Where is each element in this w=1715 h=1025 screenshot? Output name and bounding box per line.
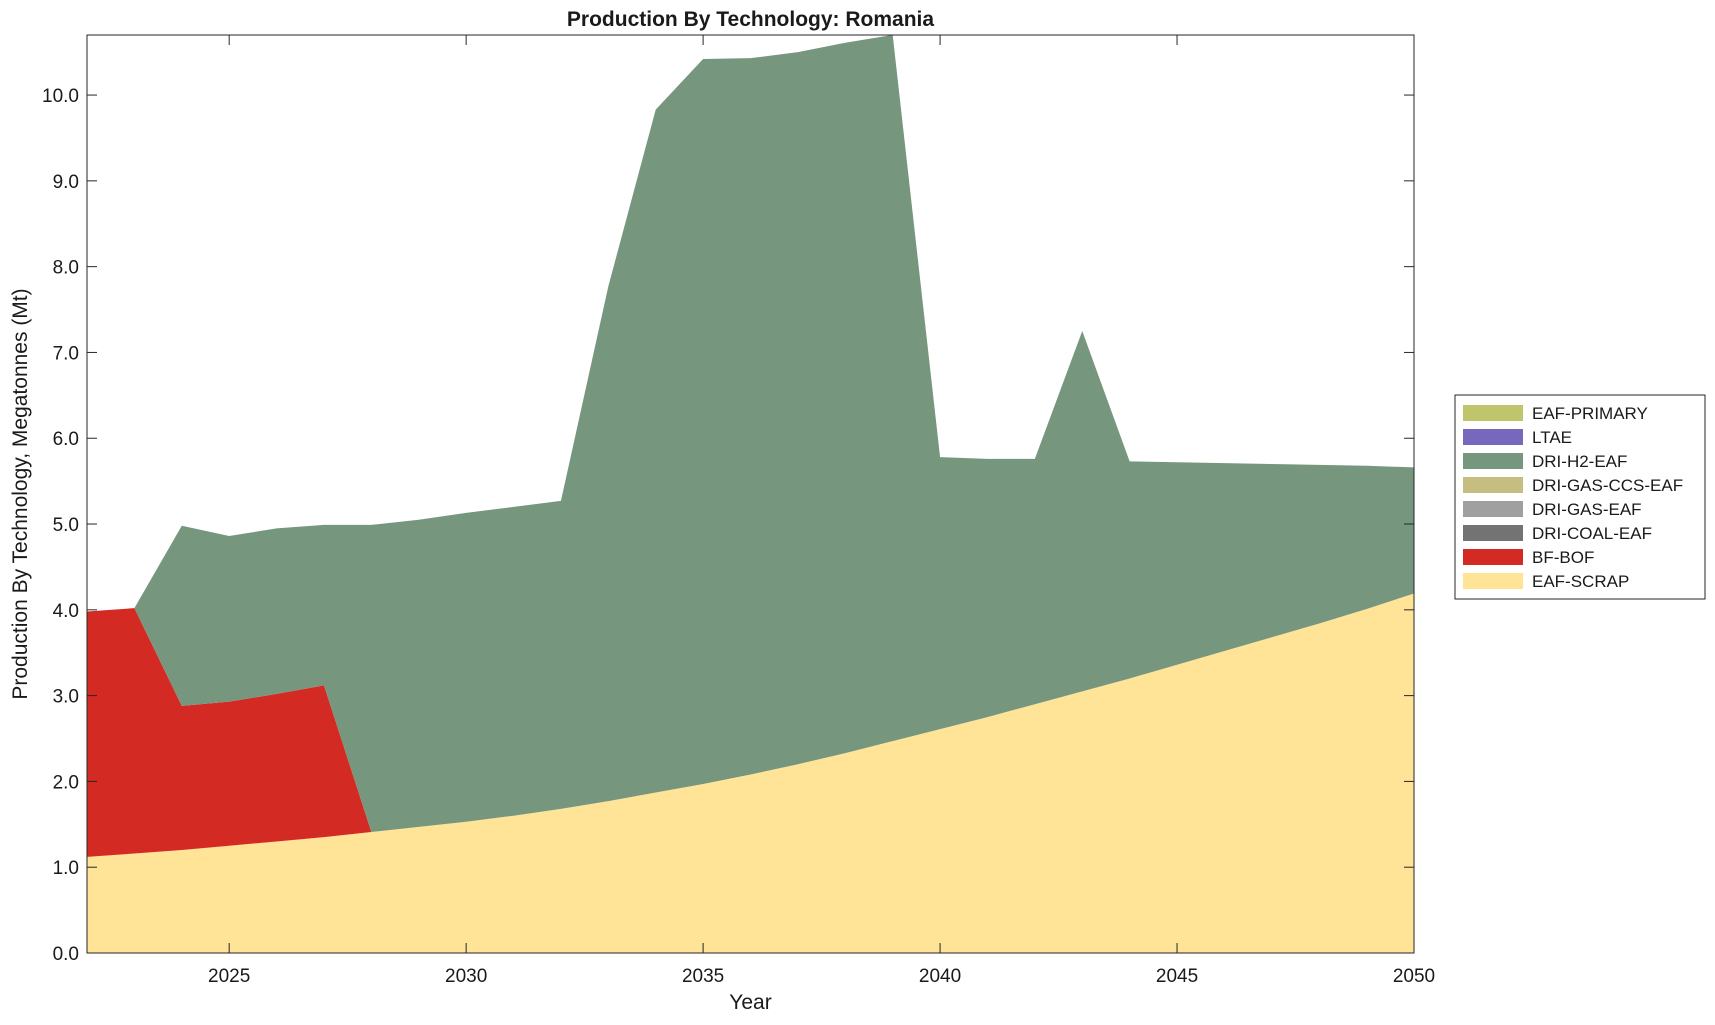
y-tick-label: 6.0	[53, 429, 79, 450]
plot-frame	[86, 34, 1415, 954]
legend-swatch	[1463, 429, 1523, 445]
legend-label: EAF-SCRAP	[1532, 572, 1629, 591]
x-tick-label: 2035	[682, 966, 724, 987]
area-eaf-scrap	[87, 593, 1414, 953]
legend: EAF-PRIMARY LTAE DRI-H2-EAF DRI-GAS-CCS-EAF…	[1454, 394, 1706, 600]
y-tick-label: 8.0	[53, 258, 79, 279]
legend-items: EAF-PRIMARY LTAE DRI-H2-EAF DRI-GAS-CCS-EAF…	[1463, 404, 1683, 591]
y-tick-label: 3.0	[53, 687, 79, 708]
x-tick-label: 2030	[445, 966, 487, 987]
y-tick-label: 10.0	[42, 86, 79, 107]
legend-label: LTAE	[1532, 428, 1572, 447]
legend-item-ltae: LTAE	[1463, 428, 1572, 447]
legend-swatch	[1463, 453, 1523, 469]
x-axis-label: Year	[729, 991, 771, 1014]
legend-swatch	[1463, 405, 1523, 421]
y-tick-label: 4.0	[53, 601, 79, 622]
legend-swatch	[1463, 549, 1523, 565]
legend-label: DRI-GAS-EAF	[1532, 500, 1642, 519]
y-tick-label: 0.0	[53, 944, 79, 965]
x-tick-label: 2025	[208, 966, 250, 987]
legend-label: DRI-COAL-EAF	[1532, 524, 1652, 543]
x-tick-label: 2045	[1156, 966, 1198, 987]
y-tick-label: 5.0	[53, 515, 79, 536]
y-tick-label: 7.0	[53, 343, 79, 364]
legend-item-dri-coal-eaf: DRI-COAL-EAF	[1463, 524, 1652, 543]
legend-swatch	[1463, 525, 1523, 541]
x-tick-label: 2040	[919, 966, 961, 987]
legend-item-dri-gas-ccs-eaf: DRI-GAS-CCS-EAF	[1463, 476, 1683, 495]
y-tick-label: 1.0	[53, 858, 79, 879]
legend-swatch	[1463, 477, 1523, 493]
legend-item-eaf-scrap: EAF-SCRAP	[1463, 572, 1629, 591]
area-bf-bof	[87, 593, 1414, 857]
legend-item-dri-gas-eaf: DRI-GAS-EAF	[1463, 500, 1642, 519]
area-dri-h2-eaf	[87, 35, 1414, 833]
y-tick-label: 9.0	[53, 172, 79, 193]
legend-swatch	[1463, 501, 1523, 517]
legend-item-dri-h2-eaf: DRI-H2-EAF	[1463, 452, 1627, 471]
legend-item-bf-bof: BF-BOF	[1463, 548, 1594, 567]
y-tick-label: 2.0	[53, 772, 79, 793]
areas-layer	[87, 35, 1414, 953]
legend-item-eaf-primary: EAF-PRIMARY	[1463, 404, 1648, 423]
legend-label: BF-BOF	[1532, 548, 1594, 567]
x-tick-label: 2050	[1393, 966, 1435, 987]
y-axis-label: Production By Technology, Megatonnes (Mt…	[9, 288, 32, 699]
legend-label: DRI-H2-EAF	[1532, 452, 1627, 471]
ticks-layer: 2025 2030 2035 2040 2045 2050 0.0 1.0 2.0 3.0 4.0 5…	[42, 35, 1435, 987]
legend-swatch	[1463, 573, 1523, 589]
legend-box	[1454, 394, 1706, 600]
legend-label: EAF-PRIMARY	[1532, 404, 1648, 423]
legend-label: DRI-GAS-CCS-EAF	[1532, 476, 1683, 495]
chart-title: Production By Technology: Romania	[567, 8, 934, 31]
